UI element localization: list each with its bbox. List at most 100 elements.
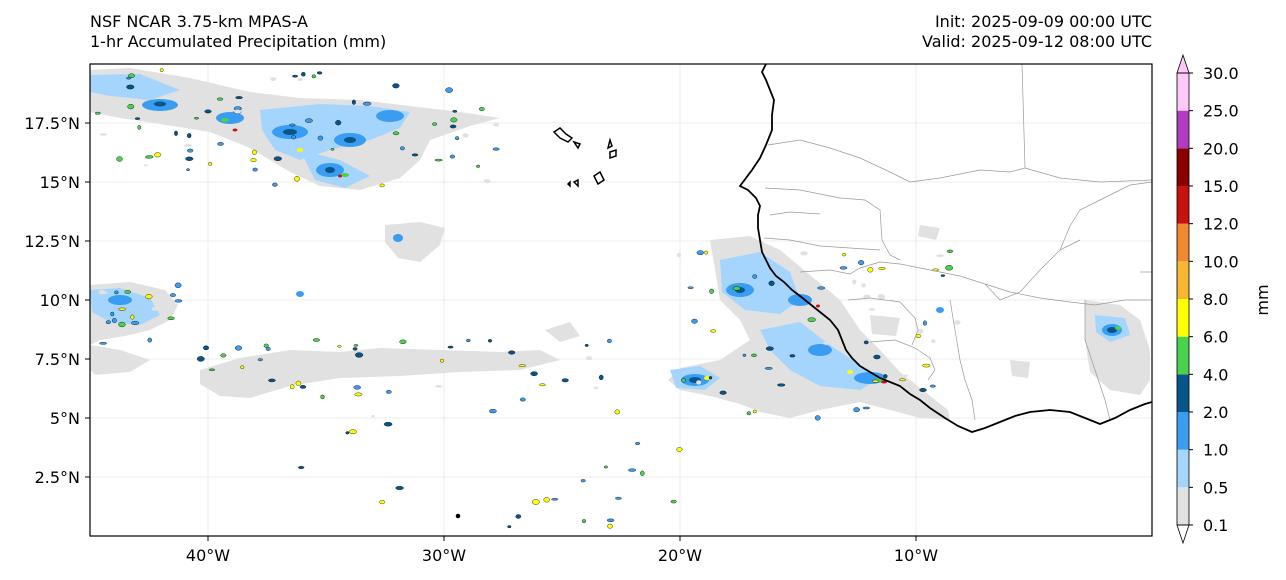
precip-cell xyxy=(800,251,808,256)
precip-cell xyxy=(551,498,559,501)
precip-cell xyxy=(95,111,101,115)
precip-cell xyxy=(752,409,757,414)
precip-cell xyxy=(114,290,119,295)
precip-cell xyxy=(351,99,356,105)
precip-cell xyxy=(252,167,258,172)
colorbar-level-label: 0.1 xyxy=(1203,516,1228,535)
precip-cell xyxy=(330,148,335,151)
precip-cell xyxy=(348,429,357,434)
precip-cell xyxy=(493,123,500,127)
lat-tick-label: 15°N xyxy=(40,173,80,192)
precip-cell xyxy=(335,120,342,126)
precip-cell xyxy=(337,344,342,348)
precip-cell xyxy=(447,345,454,349)
precip-cell xyxy=(945,265,953,271)
precip-cell xyxy=(93,319,101,323)
model-title: NSF NCAR 3.75-km MPAS-A xyxy=(90,12,308,31)
colorbar-level-label: 15.0 xyxy=(1203,177,1239,196)
precip-cell xyxy=(900,374,909,377)
precip-cell xyxy=(371,415,375,418)
precip-cell xyxy=(174,130,178,136)
colorbar-level-label: 8.0 xyxy=(1203,290,1228,309)
precip-cell xyxy=(752,274,758,279)
precip-cell xyxy=(392,131,400,136)
lat-tick-label: 10°N xyxy=(40,291,80,310)
precip-cell xyxy=(478,107,485,111)
lon-tick-label: 10°W xyxy=(894,546,938,565)
precip-cell xyxy=(922,363,931,368)
precip-cell xyxy=(883,374,888,379)
colorbar-level-label: 10.0 xyxy=(1203,252,1239,271)
precip-cell xyxy=(137,125,141,130)
precip-cell xyxy=(607,338,612,343)
precip-cell xyxy=(628,468,636,472)
precip-cell xyxy=(483,179,491,184)
precip-cell xyxy=(691,318,698,324)
precip-cell xyxy=(204,109,212,114)
country-borders xyxy=(763,64,1152,421)
precip-cell xyxy=(789,354,796,358)
precip-cell xyxy=(582,519,587,523)
precip-cell xyxy=(580,479,586,483)
precip-cell xyxy=(768,280,775,286)
precip-cell xyxy=(839,266,848,270)
precip-cell xyxy=(196,356,205,362)
precip-cell xyxy=(449,154,456,159)
precip-cell xyxy=(561,378,569,383)
precip-cell xyxy=(466,122,472,126)
precip-cell xyxy=(708,376,713,380)
time-info-block: Init: 2025-09-09 00:00 UTC Valid: 2025-0… xyxy=(922,12,1152,52)
precip-cell xyxy=(455,136,460,141)
colorbar-segment xyxy=(1177,449,1189,488)
precip-cell xyxy=(126,84,135,90)
colorbar-segment xyxy=(1177,374,1189,412)
precip-cell xyxy=(462,133,469,138)
init-time: Init: 2025-09-09 00:00 UTC xyxy=(934,12,1152,31)
precip-cell xyxy=(807,317,816,323)
precip-cell xyxy=(852,279,857,285)
precip-cell xyxy=(492,147,500,151)
precip-cell xyxy=(167,316,175,320)
precip-cell xyxy=(298,466,305,470)
precip-cell xyxy=(640,470,645,476)
precip-cell xyxy=(862,406,870,410)
lat-tick-label: 5°N xyxy=(50,409,80,428)
precip-cell xyxy=(676,447,683,452)
map-content xyxy=(90,64,1152,536)
precip-cell xyxy=(519,397,526,402)
precip-cell xyxy=(317,135,324,141)
precip-cell xyxy=(399,339,407,344)
precip-cell xyxy=(354,392,363,397)
precip-cell xyxy=(872,379,879,383)
precip-cell xyxy=(154,152,162,158)
precip-cell xyxy=(530,371,538,377)
precip-cell xyxy=(128,73,135,78)
precip-cell xyxy=(272,182,278,187)
precip-cell xyxy=(696,250,704,255)
precip-cell xyxy=(110,311,115,317)
lat-tick-label: 12.5°N xyxy=(24,232,80,251)
precip-cell xyxy=(187,148,194,153)
precip-cell xyxy=(184,143,193,147)
precip-cell xyxy=(532,499,540,505)
precip-cell xyxy=(270,77,277,82)
colorbar-level-label: 6.0 xyxy=(1203,328,1228,347)
colorbar-segment xyxy=(1177,73,1189,111)
colorbar-segment xyxy=(1177,223,1189,262)
precip-cell xyxy=(292,74,298,78)
colorbar-level-label: 25.0 xyxy=(1203,102,1239,121)
precip-cell xyxy=(385,390,392,394)
precip-cell xyxy=(116,156,123,162)
field-title: 1-hr Accumulated Precipitation (mm) xyxy=(90,32,387,51)
colorbar-extend-max xyxy=(1176,53,1190,74)
precip-cell xyxy=(604,465,608,469)
precip-cell xyxy=(853,407,860,413)
precip-cell xyxy=(877,294,883,299)
precip-cell xyxy=(105,320,111,325)
precip-cell xyxy=(263,343,269,348)
lon-tick-label: 40°W xyxy=(186,546,230,565)
colorbar-segment xyxy=(1177,110,1189,149)
precip-cell xyxy=(507,525,512,529)
precip-cell xyxy=(299,385,307,389)
